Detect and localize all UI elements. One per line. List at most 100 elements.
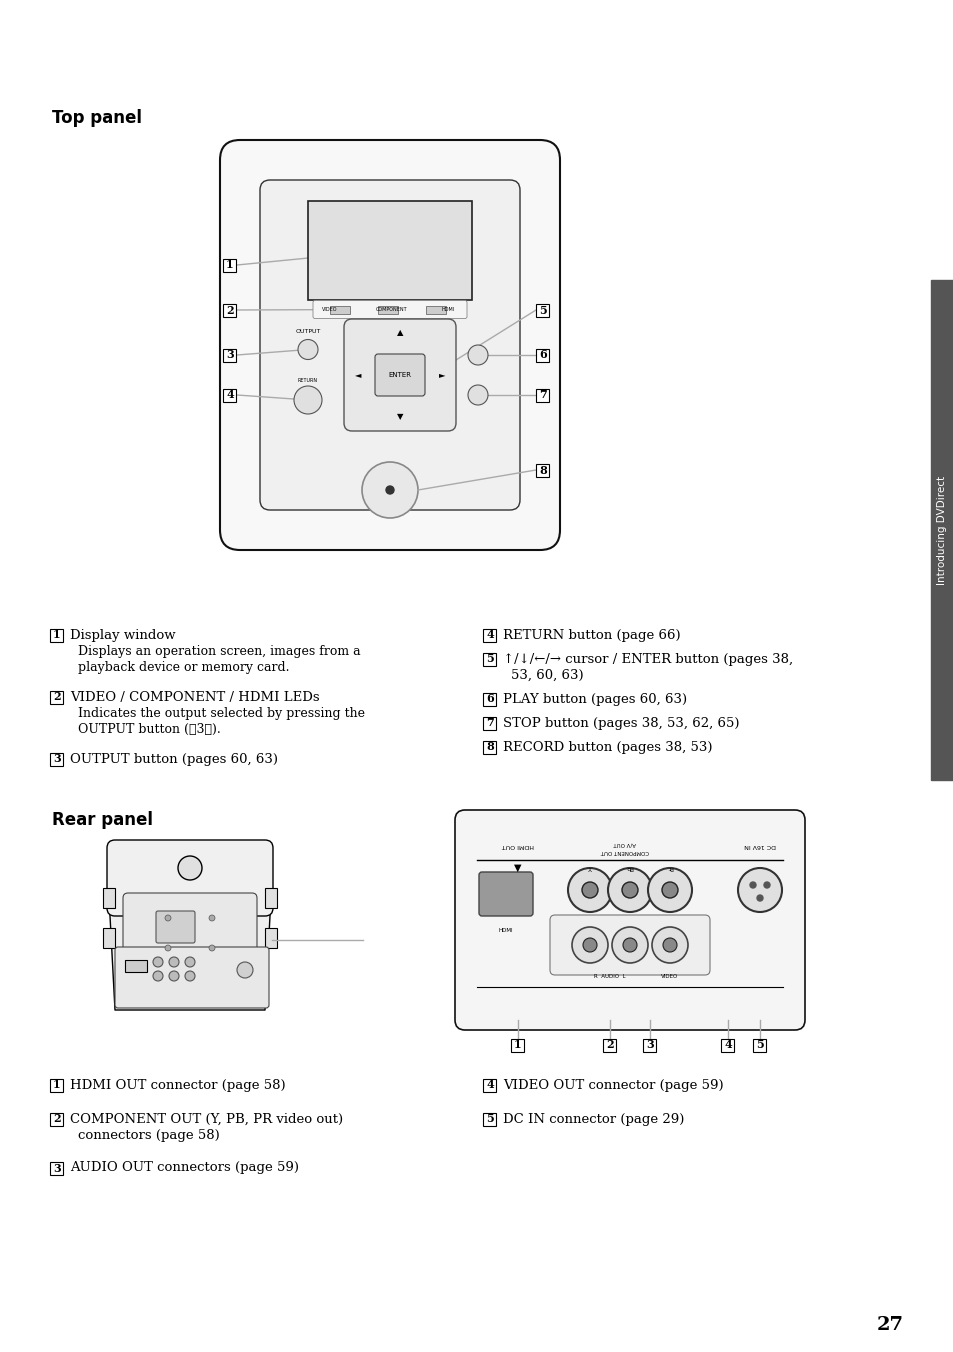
Bar (223, 388, 236, 402)
Bar (483, 1079, 496, 1091)
Circle shape (468, 385, 488, 406)
Text: VIDEO: VIDEO (660, 975, 678, 979)
Bar (223, 303, 236, 316)
Text: ▼: ▼ (514, 863, 521, 873)
Text: ◄: ◄ (355, 370, 361, 380)
Text: Pb: Pb (625, 865, 633, 871)
Text: RECORD button (pages 38, 53): RECORD button (pages 38, 53) (502, 741, 712, 753)
Circle shape (662, 938, 677, 952)
Circle shape (297, 339, 317, 360)
FancyBboxPatch shape (156, 911, 194, 942)
Text: 4: 4 (723, 1040, 731, 1051)
Bar (426, 306, 446, 314)
Text: RETURN: RETURN (297, 377, 317, 383)
Circle shape (361, 462, 417, 518)
Circle shape (236, 963, 253, 977)
FancyBboxPatch shape (123, 894, 256, 992)
Circle shape (763, 882, 769, 888)
Circle shape (647, 868, 691, 913)
Text: 4: 4 (226, 389, 233, 400)
FancyBboxPatch shape (344, 319, 456, 431)
Text: 2: 2 (605, 1040, 613, 1051)
Text: DC IN connector (page 29): DC IN connector (page 29) (502, 1113, 683, 1125)
Bar (377, 306, 397, 314)
Text: Indicates the output selected by pressing the: Indicates the output selected by pressin… (78, 707, 365, 719)
Polygon shape (108, 877, 272, 1010)
Text: HDMI OUT connector (page 58): HDMI OUT connector (page 58) (70, 1079, 285, 1091)
Circle shape (612, 927, 647, 963)
Text: 8: 8 (538, 465, 546, 476)
Text: 4: 4 (486, 630, 494, 641)
Circle shape (567, 868, 612, 913)
Circle shape (152, 971, 163, 982)
Circle shape (165, 945, 171, 950)
Text: COMPONENT OUT: COMPONENT OUT (600, 849, 648, 854)
FancyBboxPatch shape (478, 872, 533, 917)
Bar (603, 1038, 616, 1052)
FancyBboxPatch shape (115, 946, 269, 1009)
Text: HDMI OUT: HDMI OUT (501, 844, 534, 849)
Text: STOP button (pages 38, 53, 62, 65): STOP button (pages 38, 53, 62, 65) (502, 717, 739, 730)
Bar (51, 691, 64, 703)
Text: OUTPUT button (3).: OUTPUT button (3). (78, 722, 220, 735)
Text: 3: 3 (53, 1163, 61, 1174)
Bar (103, 927, 115, 948)
Text: ▲: ▲ (396, 329, 403, 338)
Bar (51, 1079, 64, 1091)
Circle shape (209, 945, 214, 950)
Circle shape (622, 938, 637, 952)
Text: 8: 8 (486, 741, 494, 753)
Text: 5: 5 (756, 1040, 763, 1051)
Text: ►: ► (438, 370, 445, 380)
Text: PLAY button (pages 60, 63): PLAY button (pages 60, 63) (502, 692, 686, 706)
Text: playback device or memory card.: playback device or memory card. (78, 661, 289, 673)
Circle shape (152, 957, 163, 967)
FancyBboxPatch shape (550, 915, 709, 975)
Text: 6: 6 (538, 350, 546, 361)
Bar (483, 653, 496, 665)
Circle shape (749, 882, 755, 888)
Text: 1: 1 (53, 1079, 61, 1091)
Text: COMPONENT OUT (Y, PB, PR video out): COMPONENT OUT (Y, PB, PR video out) (70, 1113, 343, 1125)
Circle shape (581, 882, 598, 898)
Text: 3: 3 (645, 1040, 653, 1051)
Text: A/V OUT: A/V OUT (613, 841, 636, 846)
Circle shape (209, 915, 214, 921)
Circle shape (757, 895, 762, 900)
Text: ▼: ▼ (396, 412, 403, 422)
Circle shape (185, 971, 194, 982)
FancyBboxPatch shape (313, 300, 467, 319)
Text: 4: 4 (486, 1079, 494, 1091)
Circle shape (661, 882, 678, 898)
Bar (536, 388, 549, 402)
Text: 53, 60, 63): 53, 60, 63) (511, 668, 583, 681)
Text: VIDEO / COMPONENT / HDMI LEDs: VIDEO / COMPONENT / HDMI LEDs (70, 691, 319, 703)
Text: 6: 6 (486, 694, 494, 704)
Bar (51, 1161, 64, 1175)
Circle shape (607, 868, 651, 913)
Bar (223, 258, 236, 272)
Text: Top panel: Top panel (52, 110, 142, 127)
Circle shape (572, 927, 607, 963)
Text: VIDEO OUT connector (page 59): VIDEO OUT connector (page 59) (502, 1079, 723, 1091)
Circle shape (165, 915, 171, 921)
Circle shape (294, 387, 322, 414)
Bar (483, 741, 496, 753)
Bar (125, 960, 147, 972)
Text: 7: 7 (538, 389, 546, 400)
Circle shape (169, 957, 179, 967)
Bar (753, 1038, 765, 1052)
Text: OUTPUT button (pages 60, 63): OUTPUT button (pages 60, 63) (70, 753, 277, 765)
FancyBboxPatch shape (260, 180, 519, 510)
Bar (536, 303, 549, 316)
Circle shape (582, 938, 597, 952)
Text: Pr: Pr (666, 865, 673, 871)
Text: 2: 2 (53, 691, 61, 703)
Bar (720, 1038, 734, 1052)
Bar (265, 927, 276, 948)
FancyBboxPatch shape (455, 810, 804, 1030)
Text: Display window: Display window (70, 629, 175, 641)
Text: 5: 5 (486, 653, 494, 664)
Text: HDMI: HDMI (498, 927, 513, 933)
Bar (483, 629, 496, 641)
